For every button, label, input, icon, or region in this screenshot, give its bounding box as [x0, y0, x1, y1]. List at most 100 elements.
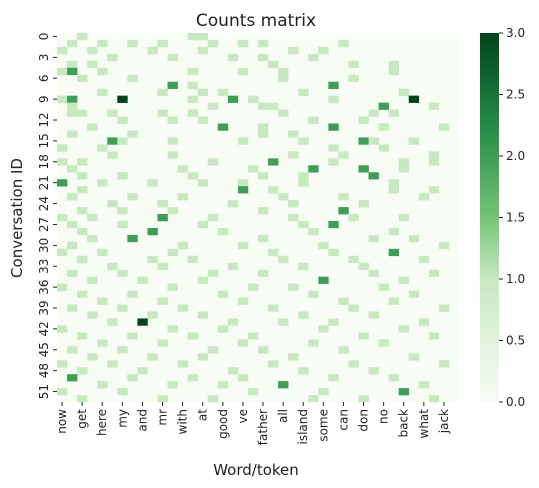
- heatmap-cell: [177, 193, 188, 201]
- heatmap-cell: [117, 207, 128, 215]
- heatmap-cell: [107, 262, 118, 271]
- heatmap-cell: [87, 234, 98, 243]
- heatmap-cell: [57, 95, 68, 103]
- heatmap-cell: [268, 102, 279, 110]
- heatmap-cell: [87, 276, 98, 284]
- heatmap-cell: [127, 290, 138, 298]
- heatmap-cell: [147, 311, 158, 319]
- heatmap-cell: [57, 360, 68, 368]
- heatmap-cell: [67, 374, 78, 382]
- heatmap-cell: [127, 193, 138, 201]
- heatmap-cell: [318, 46, 329, 55]
- heatmap-cell: [77, 290, 88, 298]
- heatmap-cell: [117, 220, 128, 229]
- x-axis-label: Word/token: [213, 461, 299, 479]
- heatmap-cell: [338, 193, 349, 201]
- heatmap-cell: [398, 165, 410, 173]
- heatmap-cell: [368, 367, 379, 375]
- heatmap-cell: [308, 339, 319, 347]
- heatmap-cell: [348, 360, 359, 368]
- heatmap-cell: [278, 109, 289, 117]
- heatmap-cell: [127, 130, 138, 138]
- x-tick-label: with: [176, 409, 190, 434]
- heatmap-cell: [268, 186, 279, 194]
- heatmap-cell: [157, 339, 168, 347]
- heatmap-cell: [217, 325, 229, 333]
- heatmap-cell: [227, 262, 239, 271]
- heatmap-cell: [167, 207, 178, 215]
- x-tick-label: and: [135, 409, 149, 432]
- heatmap-cell: [348, 214, 359, 222]
- heatmap-cell: [77, 367, 88, 375]
- heatmap-cell: [67, 304, 78, 312]
- y-tick-label: 21: [37, 175, 51, 190]
- heatmap-cell: [187, 109, 198, 117]
- heatmap-background: [57, 33, 459, 402]
- heatmap-cell: [308, 116, 319, 124]
- heatmap-cell: [87, 214, 98, 222]
- heatmap-cell: [187, 332, 198, 340]
- heatmap-cell: [187, 172, 198, 180]
- heatmap-cell: [97, 381, 108, 389]
- y-tick-label: 15: [37, 133, 51, 148]
- heatmap-cell: [57, 388, 68, 396]
- x-tick-label: all: [276, 409, 290, 423]
- heatmap-cell: [57, 248, 68, 257]
- heatmap-cell: [157, 88, 168, 96]
- y-tick-label: 27: [37, 217, 51, 232]
- heatmap-cell: [368, 311, 379, 319]
- heatmap-cell: [368, 269, 379, 277]
- heatmap-cell: [107, 200, 118, 208]
- x-tick-label: some: [316, 409, 330, 442]
- heatmap-cell: [258, 346, 269, 354]
- heatmap-cell: [207, 395, 219, 403]
- heatmap-cell: [187, 255, 198, 264]
- heatmap-cell: [278, 74, 289, 83]
- heatmap-cell: [247, 332, 259, 340]
- heatmap-cell: [117, 95, 128, 103]
- heatmap-cell: [117, 269, 128, 277]
- heatmap-cell: [328, 144, 339, 152]
- heatmap-cell: [298, 311, 309, 319]
- heatmap-cell: [418, 318, 430, 326]
- heatmap-cell: [268, 360, 279, 368]
- heatmap-cell: [368, 109, 379, 117]
- heatmap-cell: [288, 46, 299, 55]
- heatmap-cell: [388, 248, 399, 257]
- heatmap-cell: [398, 214, 410, 222]
- heatmap-cell: [107, 360, 118, 368]
- heatmap-cell: [378, 283, 389, 291]
- heatmap-cell: [97, 339, 108, 347]
- colorbar-tick-label: 1.5: [506, 211, 525, 225]
- heatmap-cell: [258, 269, 269, 277]
- colorbar-tick-label: 0.0: [506, 395, 525, 409]
- heatmap-cell: [157, 214, 168, 222]
- heatmap-cell: [157, 297, 168, 305]
- heatmap-cell: [157, 395, 168, 403]
- heatmap-cells: [57, 33, 450, 403]
- y-tick-label: 6: [37, 74, 51, 82]
- colorbar-tick-label: 3.0: [506, 26, 525, 40]
- heatmap-cell: [187, 95, 198, 103]
- heatmap-cell: [258, 53, 269, 62]
- heatmap-cell: [217, 88, 229, 96]
- y-axis-label: Conversation ID: [8, 158, 26, 278]
- heatmap-cell: [157, 39, 168, 48]
- heatmap-cell: [147, 227, 158, 236]
- heatmap-cell: [67, 102, 78, 110]
- heatmap-cell: [227, 318, 239, 326]
- heatmap-cell: [298, 172, 309, 180]
- heatmap-cell: [67, 109, 78, 117]
- heatmap-cell: [97, 39, 108, 48]
- heatmap-area: [57, 33, 459, 402]
- heatmap-cell: [288, 130, 299, 138]
- heatmap-cell: [258, 207, 269, 215]
- heatmap-cell: [268, 248, 279, 257]
- heatmap-cell: [428, 332, 440, 340]
- heatmap-cell: [268, 304, 279, 312]
- heatmap-cell: [177, 241, 188, 250]
- heatmap-cell: [358, 116, 369, 124]
- heatmap-cell: [398, 158, 410, 166]
- heatmap-cell: [318, 276, 329, 284]
- y-tick-label: 3: [37, 54, 51, 62]
